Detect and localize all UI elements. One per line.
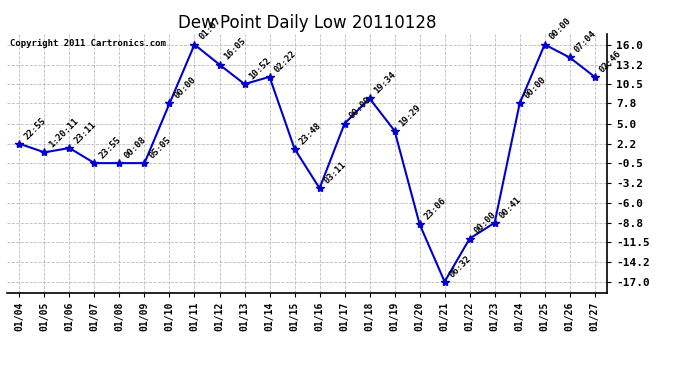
Text: 1:20:11: 1:20:11 (47, 117, 80, 150)
Text: 06:32: 06:32 (447, 254, 473, 279)
Text: 00:00: 00:00 (172, 75, 197, 101)
Text: 19:34: 19:34 (373, 70, 397, 96)
Text: 00:00: 00:00 (547, 16, 573, 42)
Text: 23:11: 23:11 (72, 120, 97, 145)
Text: Copyright 2011 Cartronics.com: Copyright 2011 Cartronics.com (10, 39, 166, 48)
Text: 23:55: 23:55 (97, 135, 123, 160)
Text: 00:00: 00:00 (473, 210, 497, 236)
Text: 23:06: 23:06 (422, 196, 448, 222)
Text: 23:48: 23:48 (297, 121, 323, 146)
Text: 07:04: 07:04 (573, 29, 598, 55)
Text: 00:08: 00:08 (122, 135, 148, 160)
Text: 16:05: 16:05 (222, 36, 248, 62)
Title: Dew Point Daily Low 20110128: Dew Point Daily Low 20110128 (178, 14, 436, 32)
Text: 02:22: 02:22 (273, 49, 297, 74)
Text: 03:11: 03:11 (322, 160, 348, 186)
Text: 02:46: 02:46 (598, 49, 623, 74)
Text: 05:05: 05:05 (147, 135, 172, 160)
Text: 10:52: 10:52 (247, 56, 273, 81)
Text: 00:00: 00:00 (522, 75, 548, 101)
Text: 00:00: 00:00 (347, 96, 373, 121)
Text: 22:55: 22:55 (22, 116, 48, 141)
Text: 01:07: 01:07 (197, 16, 223, 42)
Text: 19:29: 19:29 (397, 103, 423, 128)
Text: 00:41: 00:41 (497, 195, 523, 220)
